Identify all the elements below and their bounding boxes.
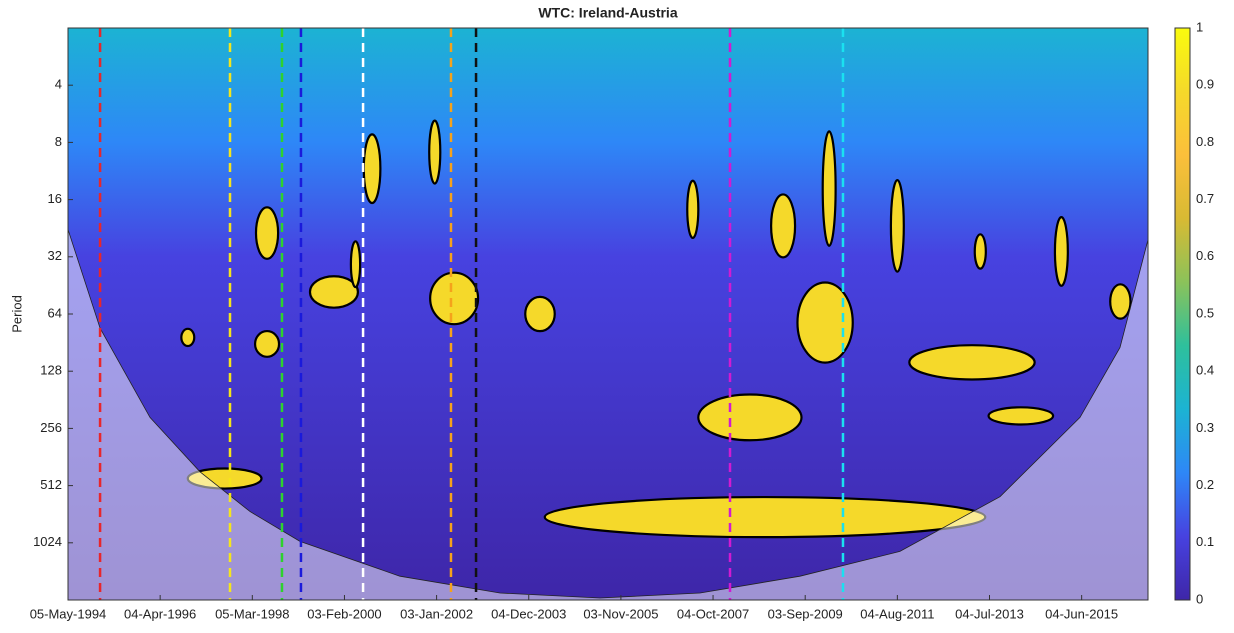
x-tick-label: 04-Jul-2013: [955, 606, 1024, 621]
coherence-region: [770, 193, 797, 259]
coherence-region: [362, 133, 382, 205]
x-tick-label: 03-Nov-2005: [583, 606, 658, 621]
x-tick-label: 03-Feb-2000: [307, 606, 381, 621]
coherence-region: [253, 329, 281, 358]
y-tick-label: 128: [40, 363, 62, 378]
plot-area: [68, 28, 1148, 600]
coherence-region: [908, 344, 1036, 381]
colorbar-tick-label: 0.4: [1196, 363, 1214, 378]
coherence-region: [973, 233, 987, 270]
coherence-region: [889, 179, 905, 273]
colorbar-tick-label: 0.9: [1196, 77, 1214, 92]
y-axis-label: Period: [9, 295, 24, 333]
coherence-region: [349, 240, 362, 289]
coherence-region: [543, 495, 987, 539]
y-tick-label: 16: [48, 191, 62, 206]
coherence-region: [686, 179, 700, 240]
coherence-region: [429, 271, 480, 326]
colorbar-tick-label: 0.8: [1196, 134, 1214, 149]
coherence-region: [697, 393, 803, 442]
x-tick-label: 04-Aug-2011: [860, 606, 934, 621]
y-tick-label: 512: [40, 477, 62, 492]
colorbar-tick-label: 0.3: [1196, 420, 1214, 435]
colorbar-tick-label: 1: [1196, 19, 1203, 34]
coherence-region: [821, 130, 837, 247]
coherence-region: [987, 406, 1055, 426]
x-tick-label: 05-Mar-1998: [215, 606, 289, 621]
coherence-region: [254, 206, 280, 260]
y-tick-label: 4: [55, 77, 62, 92]
colorbar-tick-label: 0.2: [1196, 477, 1214, 492]
x-tick-label: 03-Jan-2002: [400, 606, 473, 621]
coherence-region: [428, 119, 442, 185]
x-tick-label: 04-Oct-2007: [677, 606, 749, 621]
x-tick-label: 04-Apr-1996: [124, 606, 196, 621]
y-tick-label: 64: [48, 305, 62, 320]
x-tick-label: 04-Dec-2003: [491, 606, 566, 621]
x-tick-label: 05-May-1994: [30, 606, 107, 621]
coherence-region: [180, 327, 196, 348]
colorbar-tick-label: 0.7: [1196, 191, 1214, 206]
x-tick-label: 03-Sep-2009: [768, 606, 843, 621]
axes: 0 0.1 0.2 0.3 0.4 0.5 0.6 0.7 0.8 0.9 1 4 8 16 32 64 128…: [30, 19, 1214, 621]
coherence-region: [1109, 283, 1132, 320]
coherence-region: [796, 281, 854, 364]
y-tick-label: 1024: [33, 534, 62, 549]
x-tick-label: 04-Jun-2015: [1045, 606, 1118, 621]
coherence-region: [524, 295, 556, 333]
colorbar: [1174, 27, 1191, 601]
y-tick-label: 32: [48, 248, 62, 263]
chart-title: WTC: Ireland-Austria: [538, 5, 677, 21]
coherence-region: [1053, 216, 1069, 287]
cone-of-influence: [68, 229, 1148, 600]
y-tick-label: 256: [40, 420, 62, 435]
colorbar-tick-label: 0.1: [1196, 534, 1214, 549]
y-tick-label: 8: [55, 134, 62, 149]
colorbar-tick-label: 0: [1196, 591, 1203, 606]
coherence-region: [308, 275, 360, 309]
colorbar-tick-label: 0.6: [1196, 248, 1214, 263]
colorbar-tick-label: 0.5: [1196, 305, 1214, 320]
